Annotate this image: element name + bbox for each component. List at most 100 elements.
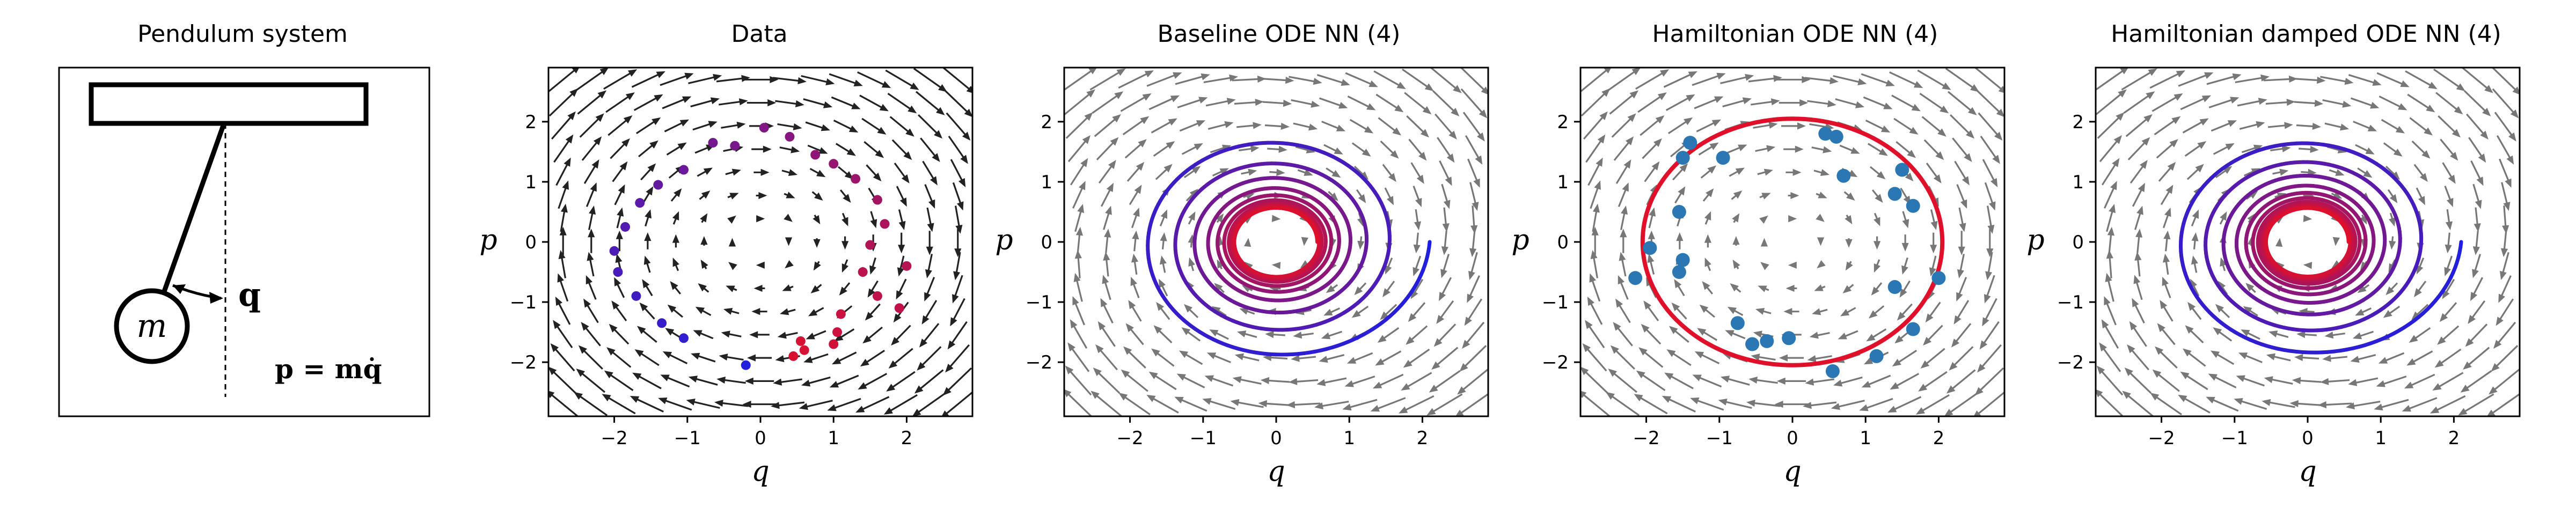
field-arrow <box>2405 70 2438 90</box>
field-arrow <box>1234 99 1264 106</box>
field-arrow <box>2317 401 2352 409</box>
field-arrow <box>1874 259 1881 273</box>
field-arrow <box>2350 354 2376 363</box>
field-arrow <box>1868 305 1885 319</box>
axes-frame <box>1063 67 1489 417</box>
field-arrow <box>2501 182 2511 211</box>
y-tick-label: 2 <box>2072 112 2084 133</box>
field-arrow <box>2435 92 2463 115</box>
field-arrow <box>1902 211 1909 229</box>
field-arrow <box>553 134 574 163</box>
field-arrow <box>2351 97 2380 109</box>
field-arrow <box>2329 169 2345 176</box>
field-arrow <box>1874 236 1881 250</box>
field-arrow <box>1944 392 1978 416</box>
field-arrow <box>1426 393 1463 416</box>
field-arrow <box>1370 397 1406 412</box>
field-arrow <box>1663 71 1697 88</box>
y-tick-label: 1 <box>1041 172 1052 193</box>
field-arrow <box>1618 182 1629 207</box>
field-arrow <box>1326 284 1338 293</box>
field-arrow <box>1174 396 1208 412</box>
field-arrow <box>1442 207 1450 232</box>
field-arrow <box>1923 139 1944 160</box>
y-axis-label: p <box>1511 224 1529 256</box>
field-arrow <box>2206 73 2242 85</box>
field-arrow <box>1179 350 1203 365</box>
field-arrow <box>886 371 916 392</box>
field-arrow <box>1408 138 1427 161</box>
field-arrow <box>1120 93 1152 112</box>
field-arrow <box>775 100 804 108</box>
field-arrow <box>688 376 718 386</box>
field-arrow <box>2134 252 2142 277</box>
field-arrow <box>841 212 848 226</box>
field-arrow <box>780 308 796 315</box>
panel-title-pendulum: Pendulum system <box>137 20 348 48</box>
x-tick-label: −1 <box>1706 428 1733 449</box>
field-arrow <box>1702 281 1714 295</box>
field-arrow <box>1949 346 1974 371</box>
field-arrow <box>1129 185 1142 205</box>
field-arrow <box>841 259 849 273</box>
field-arrow <box>1102 275 1111 300</box>
field-arrow <box>1788 261 1797 269</box>
field-arrow <box>1319 97 1348 109</box>
field-arrow <box>1067 342 1090 372</box>
field-arrow <box>2262 399 2295 408</box>
field-arrow <box>662 96 692 109</box>
field-arrow <box>813 261 821 271</box>
field-arrow <box>1382 281 1395 297</box>
field-arrow <box>1867 143 1888 156</box>
field-arrow <box>2502 205 2509 234</box>
field-arrow <box>2355 307 2372 316</box>
field-arrow <box>744 76 779 84</box>
field-arrow <box>831 96 861 109</box>
field-arrow <box>1973 391 2004 416</box>
data-point <box>620 222 631 232</box>
field-arrow <box>2292 76 2326 84</box>
trajectory <box>1146 141 1432 357</box>
field-arrow <box>1889 71 1923 88</box>
field-arrow <box>941 391 972 416</box>
field-arrow <box>1100 182 1114 207</box>
field-arrow <box>1896 141 1916 158</box>
plot-area <box>2096 68 2520 416</box>
field-arrow <box>2499 158 2512 188</box>
field-arrow <box>1813 169 1830 176</box>
field-arrow <box>1807 100 1836 108</box>
field-arrow <box>2206 396 2239 412</box>
field-arrow <box>2239 121 2265 130</box>
plot-area <box>1580 68 2004 416</box>
field-arrow <box>2272 168 2289 176</box>
field-arrow <box>954 229 962 258</box>
field-arrow <box>744 377 774 385</box>
field-arrow <box>1918 371 1948 392</box>
field-arrow <box>1890 373 1920 390</box>
y-tick-label: 1 <box>525 172 537 193</box>
field-arrow <box>2411 304 2429 320</box>
data-point <box>1869 349 1884 363</box>
data-point <box>759 123 769 133</box>
field-arrow <box>2162 276 2171 298</box>
field-arrow <box>643 255 651 273</box>
field-arrow <box>1751 354 1776 361</box>
field-arrow <box>1704 211 1711 225</box>
field-arrow <box>558 180 569 209</box>
field-arrow <box>633 94 663 111</box>
field-arrow <box>2355 144 2375 154</box>
field-arrow <box>658 397 692 411</box>
field-arrow <box>1372 373 1404 389</box>
field-arrow <box>1131 207 1140 229</box>
field-arrow <box>1232 376 1262 385</box>
field-arrow <box>2491 68 2520 95</box>
field-arrow <box>1241 168 1257 176</box>
field-arrow <box>855 396 890 413</box>
field-arrow <box>1126 161 1145 182</box>
field-arrow <box>917 346 942 371</box>
data-point <box>1887 280 1902 295</box>
field-arrow <box>1244 238 1252 247</box>
field-arrow <box>869 257 876 275</box>
field-arrow <box>1345 72 1378 87</box>
field-arrow <box>1635 69 1670 90</box>
